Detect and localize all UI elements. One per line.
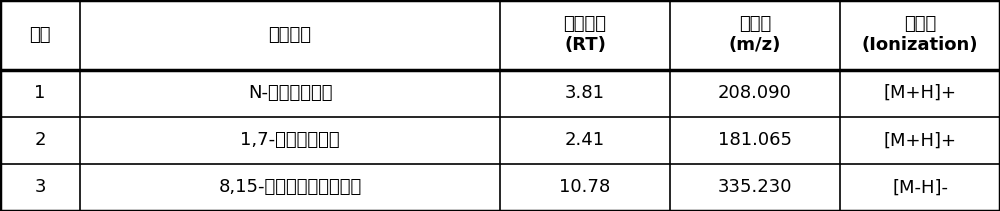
Text: 10.78: 10.78 <box>559 179 611 196</box>
Text: 8,15-二羟基二十碳四烯酸: 8,15-二羟基二十碳四烯酸 <box>218 179 362 196</box>
Text: 中文名称: 中文名称 <box>268 26 312 44</box>
Text: 离子化
(Ionization): 离子化 (Ionization) <box>862 15 978 54</box>
Text: 质荷比
(m/z): 质荷比 (m/z) <box>729 15 781 54</box>
Text: 保留时间
(RT): 保留时间 (RT) <box>564 15 606 54</box>
Text: [M-H]-: [M-H]- <box>892 179 948 196</box>
Text: [M+H]+: [M+H]+ <box>884 131 956 149</box>
Text: 1: 1 <box>34 84 46 102</box>
Text: [M+H]+: [M+H]+ <box>884 84 956 102</box>
Text: 181.065: 181.065 <box>718 131 792 149</box>
Text: 335.230: 335.230 <box>718 179 792 196</box>
Text: 2.41: 2.41 <box>565 131 605 149</box>
Text: 3.81: 3.81 <box>565 84 605 102</box>
Text: 1,7-二甲基黄嘌呤: 1,7-二甲基黄嘌呤 <box>240 131 340 149</box>
Text: 208.090: 208.090 <box>718 84 792 102</box>
Text: 3: 3 <box>34 179 46 196</box>
Text: 编号: 编号 <box>29 26 51 44</box>
Text: N-乙酰苯丙氨酸: N-乙酰苯丙氨酸 <box>248 84 332 102</box>
Text: 2: 2 <box>34 131 46 149</box>
